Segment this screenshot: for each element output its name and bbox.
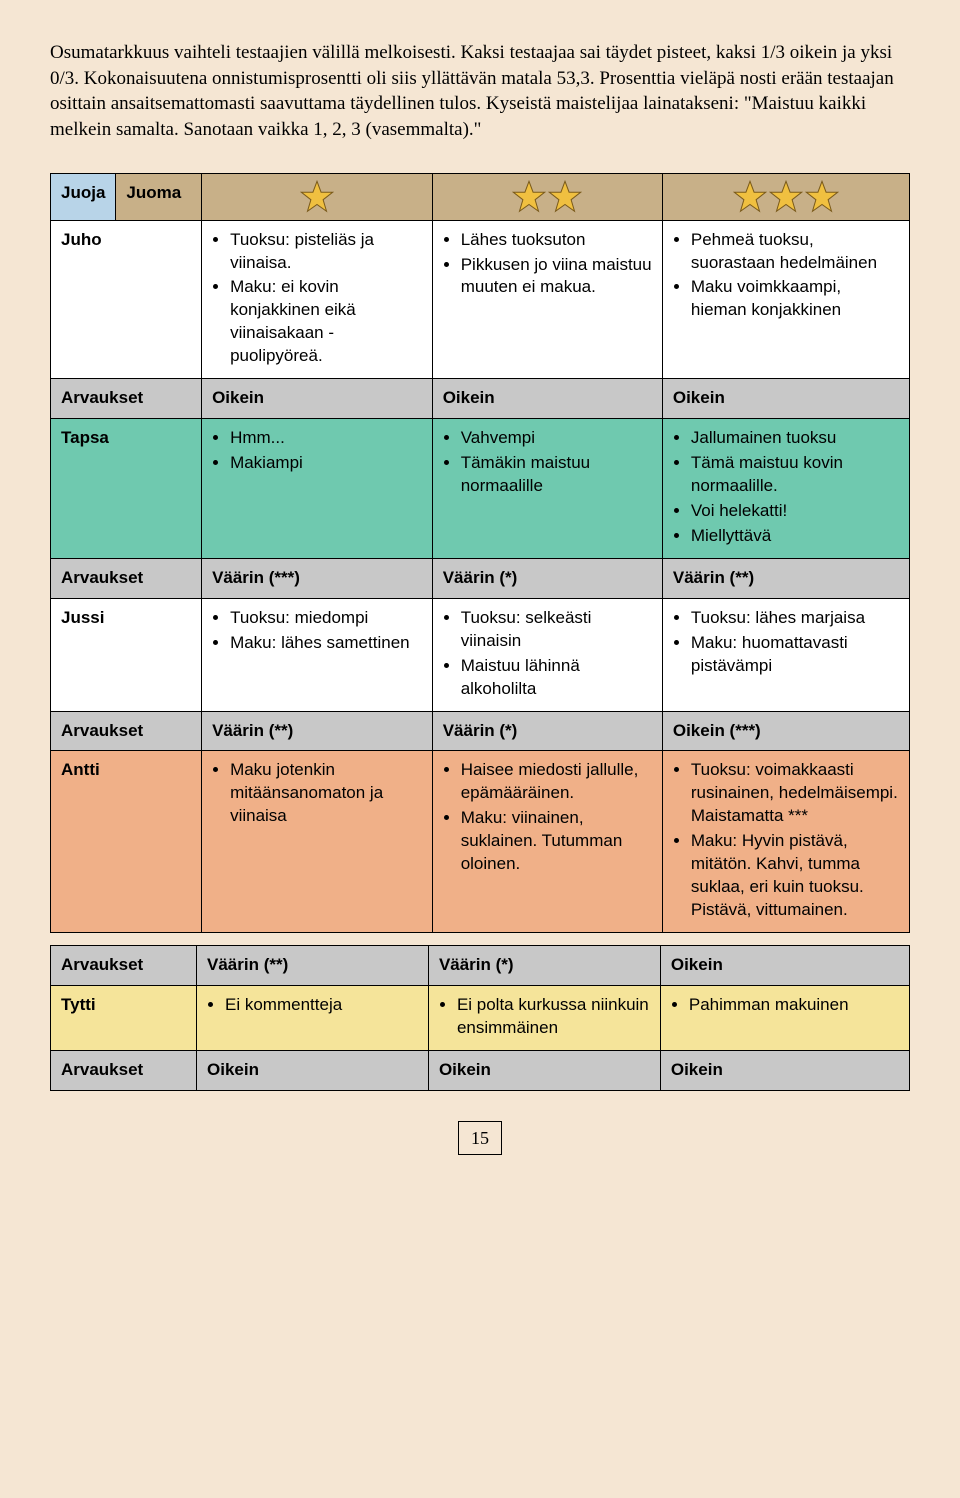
notes-list: Lähes tuoksutonPikkusen jo viina maistuu…	[443, 229, 652, 300]
cell-col3: Ei kommentteja	[197, 985, 429, 1050]
cell-col3: Väärin (**)	[197, 946, 429, 986]
note-item: Makiampi	[230, 452, 422, 475]
header-juoja: Juoja	[51, 173, 116, 220]
note-item: Vahvempi	[461, 427, 652, 450]
header-stars-1	[202, 173, 433, 220]
cell-col3: Maku jotenkin mitäänsanomaton ja viinais…	[202, 751, 433, 933]
row-label: Jussi	[51, 598, 202, 711]
cell-col4: Ei polta kurkussa niinkuin ensimmäinen	[428, 985, 660, 1050]
note-item: Maku: viinainen, suklainen. Tutumman olo…	[461, 807, 652, 876]
notes-list: Tuoksu: voimakkaasti rusinainen, hedelmä…	[673, 759, 899, 922]
cell-col5: Pahimman makuinen	[660, 985, 909, 1050]
cell-col4: Väärin (*)	[428, 946, 660, 986]
note-item: Maku: ei kovin konjakkinen eikä viinaisa…	[230, 276, 422, 368]
cell-col3: Tuoksu: pisteliäs ja viinaisa.Maku: ei k…	[202, 220, 433, 379]
notes-list: Tuoksu: selkeästi viinaisinMaistuu lähin…	[443, 607, 652, 701]
header-juoma: Juoma	[116, 173, 202, 220]
notes-list: Haisee miedosti jallulle, epämääräinen.M…	[443, 759, 652, 876]
row-label: Tapsa	[51, 419, 202, 559]
notes-list: VahvempiTämäkin maistuu normaalille	[443, 427, 652, 498]
cell-col4: Oikein	[432, 379, 662, 419]
note-item: Lähes tuoksuton	[461, 229, 652, 252]
header-stars-3	[662, 173, 909, 220]
cell-col4: Väärin (*)	[432, 711, 662, 751]
notes-list: Maku jotenkin mitäänsanomaton ja viinais…	[212, 759, 422, 828]
row-label: Arvaukset	[51, 711, 202, 751]
note-item: Maku: huomattavasti pistävämpi	[691, 632, 899, 678]
star-icon	[733, 180, 767, 214]
note-item: Ei polta kurkussa niinkuin ensimmäinen	[457, 994, 650, 1040]
cell-col4: Väärin (*)	[432, 558, 662, 598]
row-label: Antti	[51, 751, 202, 933]
row-label: Tytti	[51, 985, 197, 1050]
note-item: Tuoksu: pisteliäs ja viinaisa.	[230, 229, 422, 275]
tasting-table-2: ArvauksetVäärin (**)Väärin (*)OikeinTytt…	[50, 945, 910, 1091]
cell-col5: Oikein (***)	[662, 711, 909, 751]
star-icon	[300, 180, 334, 214]
note-item: Miellyttävä	[691, 525, 899, 548]
cell-col4: Haisee miedosti jallulle, epämääräinen.M…	[432, 751, 662, 933]
note-item: Maku jotenkin mitäänsanomaton ja viinais…	[230, 759, 422, 828]
note-item: Maku: Hyvin pistävä, mitätön. Kahvi, tum…	[691, 830, 899, 922]
row-label: Arvaukset	[51, 946, 197, 986]
page-number: 15	[458, 1121, 502, 1155]
row-label: Arvaukset	[51, 1050, 197, 1090]
note-item: Ei kommentteja	[225, 994, 418, 1017]
cell-col5: Pehmeä tuoksu, suorastaan hedelmäinenMak…	[662, 220, 909, 379]
cell-col5: Väärin (**)	[662, 558, 909, 598]
note-item: Haisee miedosti jallulle, epämääräinen.	[461, 759, 652, 805]
note-item: Tuoksu: lähes marjaisa	[691, 607, 899, 630]
header-stars-2	[432, 173, 662, 220]
note-item: Voi helekatti!	[691, 500, 899, 523]
note-item: Tämä maistuu kovin normaalille.	[691, 452, 899, 498]
row-label: Arvaukset	[51, 379, 202, 419]
note-item: Pahimman makuinen	[689, 994, 899, 1017]
note-item: Tuoksu: selkeästi viinaisin	[461, 607, 652, 653]
cell-col5: Jallumainen tuoksuTämä maistuu kovin nor…	[662, 419, 909, 559]
star-icon	[769, 180, 803, 214]
cell-col5: Oikein	[660, 1050, 909, 1090]
note-item: Tuoksu: voimakkaasti rusinainen, hedelmä…	[691, 759, 899, 828]
notes-list: Tuoksu: miedompiMaku: lähes samettinen	[212, 607, 422, 655]
cell-col5: Tuoksu: lähes marjaisaMaku: huomattavast…	[662, 598, 909, 711]
note-item: Pikkusen jo viina maistuu muuten ei maku…	[461, 254, 652, 300]
note-item: Tuoksu: miedompi	[230, 607, 422, 630]
notes-list: Ei kommentteja	[207, 994, 418, 1017]
intro-paragraph: Osumatarkkuus vaihteli testaajien välill…	[50, 40, 910, 143]
notes-list: Ei polta kurkussa niinkuin ensimmäinen	[439, 994, 650, 1040]
cell-col5: Oikein	[660, 946, 909, 986]
cell-col3: Väärin (**)	[202, 711, 433, 751]
cell-col3: Tuoksu: miedompiMaku: lähes samettinen	[202, 598, 433, 711]
cell-col5: Tuoksu: voimakkaasti rusinainen, hedelmä…	[662, 751, 909, 933]
cell-col3: Väärin (***)	[202, 558, 433, 598]
page-footer: 15	[50, 1103, 910, 1155]
row-label: Arvaukset	[51, 558, 202, 598]
star-icon	[512, 180, 546, 214]
cell-col4: Oikein	[428, 1050, 660, 1090]
cell-col3: Oikein	[202, 379, 433, 419]
notes-list: Pehmeä tuoksu, suorastaan hedelmäinenMak…	[673, 229, 899, 323]
note-item: Maku voimkkaampi, hieman konjakkinen	[691, 276, 899, 322]
note-item: Tämäkin maistuu normaalille	[461, 452, 652, 498]
notes-list: Pahimman makuinen	[671, 994, 899, 1017]
notes-list: Hmm...Makiampi	[212, 427, 422, 475]
cell-col3: Hmm...Makiampi	[202, 419, 433, 559]
star-icon	[805, 180, 839, 214]
notes-list: Tuoksu: lähes marjaisaMaku: huomattavast…	[673, 607, 899, 678]
notes-list: Jallumainen tuoksuTämä maistuu kovin nor…	[673, 427, 899, 548]
note-item: Pehmeä tuoksu, suorastaan hedelmäinen	[691, 229, 899, 275]
note-item: Maistuu lähinnä alkoholilta	[461, 655, 652, 701]
row-label: Juho	[51, 220, 202, 379]
cell-col4: Tuoksu: selkeästi viinaisinMaistuu lähin…	[432, 598, 662, 711]
note-item: Hmm...	[230, 427, 422, 450]
cell-col4: VahvempiTämäkin maistuu normaalille	[432, 419, 662, 559]
notes-list: Tuoksu: pisteliäs ja viinaisa.Maku: ei k…	[212, 229, 422, 369]
cell-col5: Oikein	[662, 379, 909, 419]
cell-col4: Lähes tuoksutonPikkusen jo viina maistuu…	[432, 220, 662, 379]
star-icon	[548, 180, 582, 214]
cell-col3: Oikein	[197, 1050, 429, 1090]
tasting-table-1: JuojaJuomaJuhoTuoksu: pisteliäs ja viina…	[50, 173, 910, 933]
note-item: Maku: lähes samettinen	[230, 632, 422, 655]
note-item: Jallumainen tuoksu	[691, 427, 899, 450]
